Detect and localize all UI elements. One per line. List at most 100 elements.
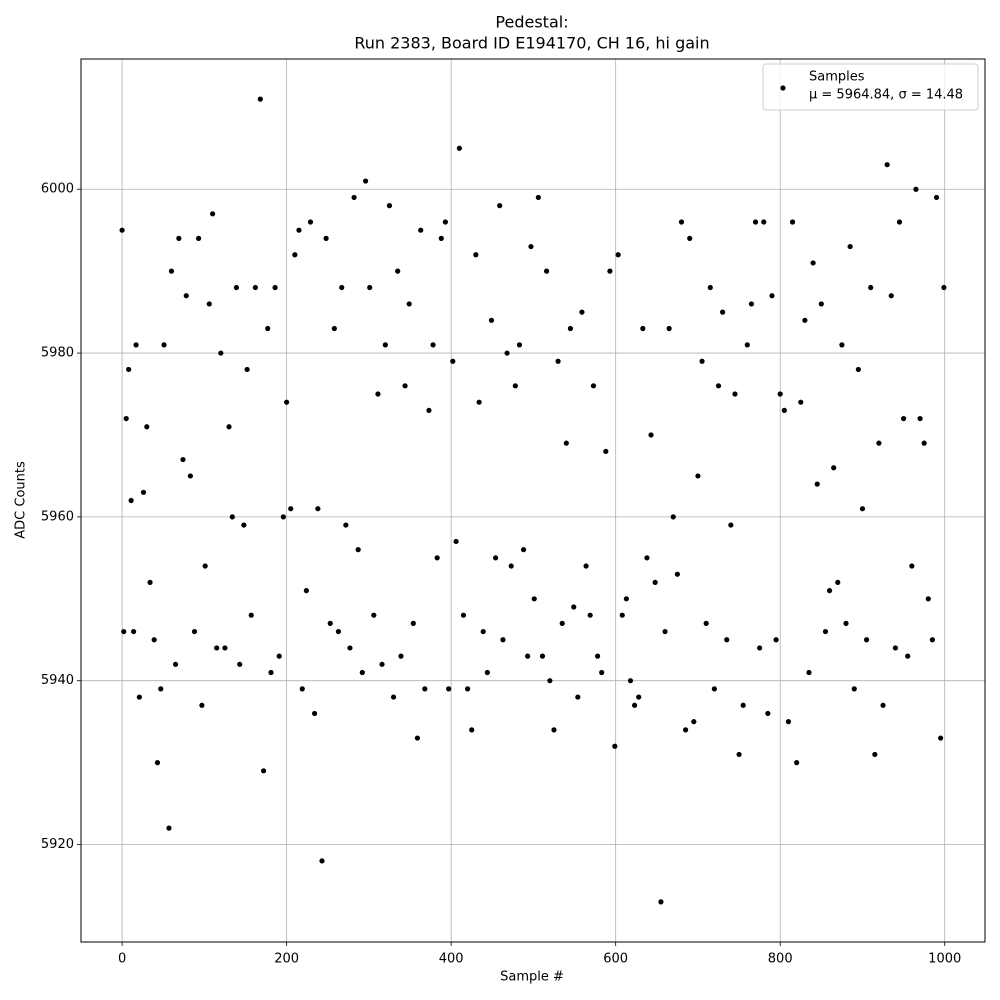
point: [666, 325, 672, 332]
point: [691, 719, 697, 725]
point: [814, 481, 820, 487]
point: [868, 284, 874, 291]
point: [343, 522, 349, 528]
point: [292, 252, 298, 258]
point: [913, 186, 919, 192]
point: [123, 415, 129, 422]
point: [678, 219, 685, 225]
x-tick-label: 0: [118, 952, 126, 967]
point: [191, 628, 198, 635]
point: [434, 555, 440, 561]
point: [473, 252, 479, 258]
point: [773, 637, 779, 643]
point: [728, 522, 734, 528]
point: [682, 727, 689, 733]
point: [151, 637, 157, 643]
point: [599, 669, 605, 676]
point: [528, 243, 534, 250]
x-axis-label: Sample #: [500, 970, 564, 985]
point: [806, 669, 812, 676]
point: [765, 710, 771, 717]
point: [695, 473, 701, 479]
point: [863, 637, 870, 643]
y-axis-label: ADC Counts: [14, 461, 29, 539]
x-tick-label: 600: [603, 952, 628, 967]
point: [648, 432, 654, 438]
point: [567, 325, 574, 332]
point: [367, 284, 373, 291]
point: [607, 268, 613, 274]
point: [154, 760, 161, 766]
point: [272, 284, 278, 291]
point: [303, 588, 309, 594]
point: [843, 620, 849, 626]
point: [121, 628, 127, 635]
point: [711, 686, 717, 692]
point: [781, 407, 787, 413]
point: [810, 260, 816, 266]
point: [909, 563, 915, 569]
point: [579, 309, 585, 315]
point: [619, 612, 625, 618]
point: [583, 563, 589, 569]
point: [631, 702, 638, 708]
y-tick-label: 6000: [41, 182, 74, 197]
point: [938, 735, 944, 741]
chart-title: Pedestal:: [495, 13, 568, 32]
point: [430, 342, 436, 348]
point: [859, 506, 866, 512]
point: [209, 211, 216, 217]
point: [335, 628, 342, 635]
point: [371, 612, 377, 618]
point: [929, 637, 935, 643]
point: [612, 743, 618, 749]
point: [674, 571, 680, 577]
point: [426, 407, 432, 413]
point: [422, 686, 428, 692]
point: [748, 301, 755, 307]
point: [835, 579, 841, 586]
point: [720, 309, 726, 315]
point: [707, 284, 713, 291]
point: [488, 317, 495, 323]
point: [736, 751, 742, 758]
point: [355, 547, 361, 553]
point: [323, 235, 329, 241]
point: [331, 325, 337, 332]
point: [715, 383, 722, 389]
point: [327, 620, 333, 626]
point: [802, 317, 808, 323]
y-tick-label: 5980: [41, 346, 74, 361]
point: [131, 628, 137, 635]
point: [547, 678, 553, 684]
point: [161, 342, 167, 348]
point: [831, 465, 837, 471]
point: [822, 628, 829, 635]
legend-label: Samples: [809, 70, 865, 85]
point: [128, 497, 134, 504]
point: [252, 284, 258, 291]
point: [386, 203, 393, 209]
point: [311, 710, 318, 717]
point: [166, 825, 172, 831]
point: [158, 686, 164, 692]
point: [319, 858, 325, 864]
point: [442, 219, 448, 225]
point: [884, 162, 890, 168]
point: [888, 293, 894, 299]
point: [446, 686, 452, 692]
point: [351, 194, 357, 201]
point: [640, 325, 646, 332]
point: [789, 219, 796, 225]
point: [623, 596, 629, 602]
point: [268, 669, 274, 676]
point: [453, 538, 459, 545]
point: [168, 268, 175, 274]
point: [438, 235, 444, 241]
point: [785, 719, 792, 725]
point: [265, 325, 271, 332]
point: [257, 96, 263, 102]
point: [627, 678, 634, 684]
legend-stats: μ = 5964.84, σ = 14.48: [809, 88, 963, 103]
point: [241, 522, 247, 528]
